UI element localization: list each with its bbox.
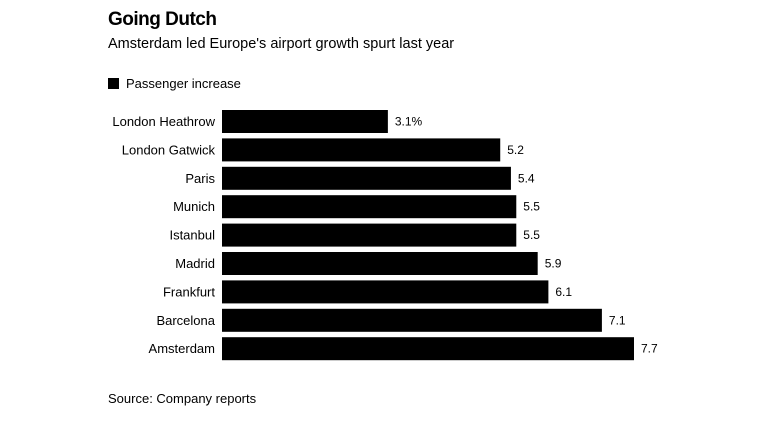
value-label: 6.1 bbox=[555, 285, 572, 299]
chart-title: Going Dutch bbox=[108, 9, 217, 30]
bar bbox=[222, 195, 517, 219]
source-note: Source: Company reports bbox=[108, 391, 257, 406]
category-label: London Heathrow bbox=[112, 114, 215, 129]
category-label: Amsterdam bbox=[149, 341, 215, 356]
value-label: 5.2 bbox=[507, 143, 524, 157]
category-label: Paris bbox=[185, 171, 215, 186]
legend-label: Passenger increase bbox=[126, 76, 241, 91]
category-label: Frankfurt bbox=[163, 284, 215, 299]
value-label: 5.5 bbox=[523, 228, 540, 242]
value-label: 5.4 bbox=[518, 171, 535, 185]
bar bbox=[222, 337, 634, 361]
bar bbox=[222, 110, 388, 133]
value-label: 7.7 bbox=[641, 342, 658, 356]
value-label: 7.1 bbox=[609, 313, 626, 327]
value-label: 5.5 bbox=[523, 200, 540, 214]
bar bbox=[222, 252, 538, 275]
category-label: Istanbul bbox=[169, 228, 215, 243]
chart-subtitle: Amsterdam led Europe's airport growth sp… bbox=[108, 36, 455, 52]
legend-swatch bbox=[108, 78, 119, 89]
category-label: Barcelona bbox=[156, 313, 215, 328]
bar bbox=[222, 223, 517, 247]
category-label: Munich bbox=[173, 199, 215, 214]
bar bbox=[222, 166, 511, 190]
bar bbox=[222, 138, 501, 162]
legend: Passenger increase bbox=[108, 76, 241, 91]
category-label: London Gatwick bbox=[122, 142, 216, 157]
bar bbox=[222, 280, 549, 304]
value-label: 3.1% bbox=[395, 115, 423, 129]
category-label: Madrid bbox=[175, 256, 215, 271]
bar bbox=[222, 308, 602, 332]
value-label: 5.9 bbox=[545, 257, 562, 271]
